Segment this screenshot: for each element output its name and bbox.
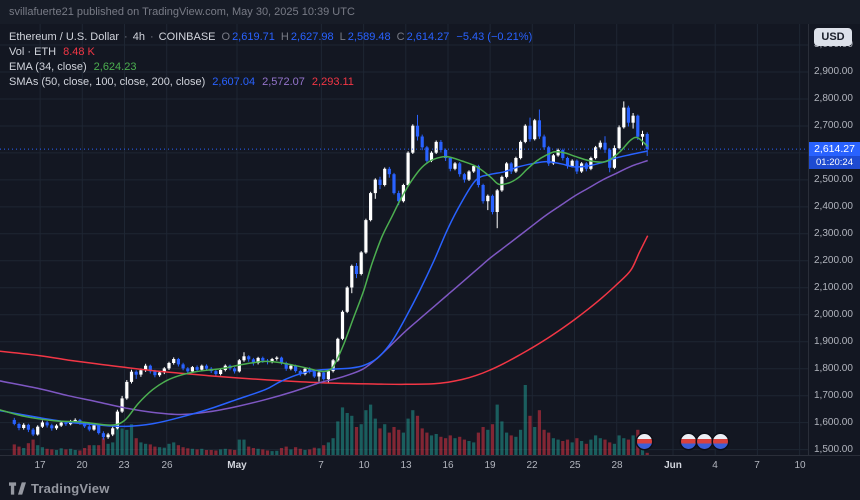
ma-layer [0,136,649,428]
bar-countdown: 01:20:24 [809,156,860,169]
emoji-sticker-icon[interactable] [713,434,728,449]
ema-value: 2,624.23 [93,60,137,73]
time-tick-label: 17 [34,460,46,471]
last-price-badge: 2,614.27 01:20:24 [809,142,860,169]
price-tick-label: 1,800.00 [814,363,853,374]
separator: · [124,30,128,43]
time-tick-label: 25 [569,460,581,471]
sma100-value: 2,572.07 [262,75,305,88]
legend-volume-row: Vol · ETH 8.48 K [9,44,532,59]
grid-layer [0,24,808,455]
time-tick-label: 23 [118,460,130,471]
ema-34-line [0,136,649,426]
price-tick-label: 2,300.00 [814,228,853,239]
tradingview-wordmark[interactable]: TradingView [31,480,110,496]
emoji-sticker-icon[interactable] [681,434,696,449]
time-tick-label: 4 [712,460,718,471]
chart-pane[interactable] [0,24,809,455]
price-tick-label: 2,900.00 [814,66,853,77]
time-tick-label: May [227,460,247,471]
time-tick-label: 10 [358,460,370,471]
volume-value: 8.48 K [63,45,95,58]
time-tick-label: 13 [400,460,412,471]
open-label: O [221,30,231,43]
time-tick-label: 16 [442,460,454,471]
legend-ema-row: EMA (34, close) 2,624.23 [9,59,532,74]
tradingview-logo-icon[interactable] [9,481,26,495]
sma-100-line [0,159,648,416]
low-label: L [339,30,346,43]
separator: · [149,30,154,43]
legend-smas-row: SMAs (50, close, 100, close, 200, close)… [9,74,532,89]
price-tick-label: 1,500.00 [814,444,853,455]
price-tick-label: 1,900.00 [814,336,853,347]
exchange-label: COINBASE [158,30,216,43]
price-axis[interactable]: 1,500.00 1,600.00 1,700.00 1,800.00 1,900.00… [809,24,860,455]
price-tick-label: 2,700.00 [814,120,853,131]
smas-label: SMAs (50, close, 100, close, 200, close) [9,75,206,88]
close-label: C [396,30,405,43]
ema-label: EMA (34, close) [9,60,87,73]
price-tick-label: 2,200.00 [814,255,853,266]
time-tick-label: Jun [664,460,682,471]
low-value: 2,589.48 [347,30,391,43]
open-value: 2,619.71 [232,30,275,43]
sma-50-line [0,150,648,428]
price-tick-label: 2,500.00 [814,174,853,185]
time-tick-label: 20 [76,460,88,471]
high-label: H [280,30,289,43]
candles-layer [12,101,649,440]
high-value: 2,627.98 [290,30,334,43]
price-tick-label: 2,400.00 [814,201,853,212]
time-tick-label: 10 [794,460,806,471]
sma-200-line [0,235,649,386]
emoji-sticker-icon[interactable] [697,434,712,449]
price-tick-label: 1,600.00 [814,417,853,428]
volume-label: Vol · ETH [9,45,57,58]
price-tick-label: 1,700.00 [814,390,853,401]
attribution-bar: svillafuerte21 published on TradingView.… [0,0,860,24]
volume-layer [12,385,649,455]
sma200-value: 2,293.11 [311,75,354,88]
last-price-value: 2,614.27 [809,142,860,156]
time-axis[interactable]: 17 20 23 26 May 7 10 13 16 19 22 25 28 Jun 4 7 10 [0,455,860,476]
currency-toggle-button[interactable]: USD [814,28,852,46]
legend-symbol-row: Ethereum / U.S. Dollar · 4h · COINBASE O… [9,29,532,44]
interval-label: 4h [132,30,145,43]
price-tick-label: 2,800.00 [814,93,853,104]
time-tick-label: 7 [754,460,760,471]
attribution-text: svillafuerte21 published on TradingView.… [9,6,355,18]
time-tick-label: 28 [611,460,623,471]
chart-legend: Ethereum / U.S. Dollar · 4h · COINBASE O… [9,29,532,89]
time-tick-label: 22 [526,460,538,471]
change-value: −5.43 (−0.21%) [456,30,533,43]
price-tick-label: 2,000.00 [814,309,853,320]
time-tick-label: 19 [484,460,496,471]
emoji-sticker-icon[interactable] [637,434,652,449]
price-tick-label: 2,100.00 [814,282,853,293]
footer-bar: TradingView [0,476,860,500]
close-value: 2,614.27 [406,30,450,43]
chart-canvas[interactable] [0,24,808,455]
sma50-value: 2,607.04 [212,75,256,88]
time-tick-label: 7 [318,460,324,471]
symbol-name: Ethereum / U.S. Dollar [9,30,120,43]
time-tick-label: 26 [161,460,173,471]
